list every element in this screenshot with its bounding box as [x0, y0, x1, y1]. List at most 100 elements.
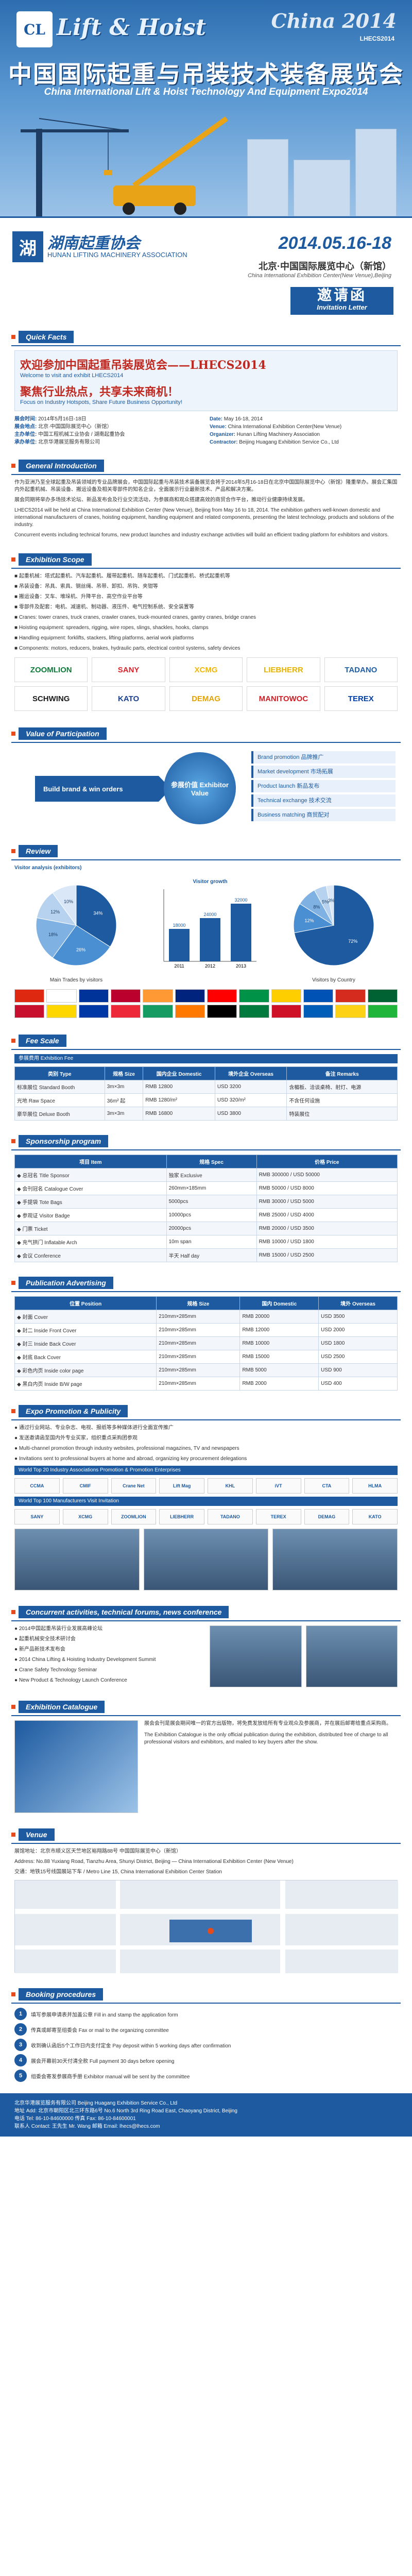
section-header: Review: [11, 843, 401, 860]
table-cell: ◆ 黑白内页 Inside B/W page: [14, 1377, 157, 1391]
exhibitor-logo: TADANO: [324, 657, 398, 682]
table-cell: RMB 5000: [239, 1363, 319, 1377]
step-text: 组委会寄发参展商手册 Exhibitor manual will be sent…: [31, 2074, 190, 2080]
table-cell: USD 3800: [214, 1107, 287, 1121]
promotion-section: Expo Promotion & Publicity ● 通过行业网站、专业杂志…: [0, 1394, 412, 1595]
table-cell: 豪华展位 Deluxe Booth: [14, 1107, 105, 1121]
pie-data-label: 12%: [50, 909, 60, 914]
venue-map: [14, 1880, 398, 1973]
exhibitor-logo: SANY: [92, 657, 165, 682]
facts-columns: 展会时间: 2014年5月16日-18日 展会地点: 北京·中国国际展览中心（新…: [14, 415, 398, 446]
table-cell: USD 2000: [318, 1323, 398, 1337]
manufacturer-logo: LIEBHERR: [159, 1509, 204, 1524]
manufacturer-logo: TEREX: [255, 1509, 301, 1524]
intro-paragraph: 作为亚洲乃至全球起重及吊装领域的专业品牌展会，中国国际起重与吊装技术装备展览会将…: [14, 480, 398, 493]
event-photo: [272, 1529, 398, 1590]
promotion-item: ● Invitations sent to professional buyer…: [14, 1456, 247, 1462]
country-flag: [271, 1005, 301, 1018]
invitation-header: 湖 湖南起重协会 HUNAN LIFTING MACHINERY ASSOCIA…: [0, 216, 412, 319]
media-logos: CCMA CMIF Crane Net Lift Mag KHL iVT CTA HLMA: [14, 1478, 398, 1494]
pie-data-label: 18%: [48, 932, 58, 937]
pie-data-label: 3%: [328, 898, 335, 903]
forum-item: ● New Product & Technology Launch Confer…: [14, 1677, 127, 1683]
manufacturer-logos: SANY XCMG ZOOMLION LIEBHERR TADANO TEREX DEMAG…: [14, 1509, 398, 1524]
exhibitor-logo: TEREX: [324, 686, 398, 711]
association-name-cn: 湖南起重协会: [47, 234, 140, 252]
table-cell: 3m×3m: [104, 1080, 144, 1094]
value-arrow: Build brand & win orders: [35, 776, 171, 802]
exhibitor-logo: XCMG: [169, 657, 243, 682]
table-row: 光地 Raw Space 36m² 起 RMB 1280/m² USD 320/m² 不…: [14, 1093, 398, 1107]
chart-title: Visitor growth: [193, 879, 227, 885]
table-cell: RMB 20000 / USD 3500: [256, 1222, 398, 1235]
chart-caption: Visitors by Country: [312, 977, 355, 983]
bullet-icon: [11, 1139, 15, 1143]
table-header-row: 位置 Position 规格 Size 国内 Domestic 境外 Overseas: [14, 1296, 398, 1310]
country-flag: [14, 989, 45, 1003]
exhibitor-logo: DEMAG: [169, 686, 243, 711]
table-row: ◆ 总冠名 Title Sponsor 独家 Exclusive RMB 30000…: [14, 1168, 398, 1182]
bar: [200, 918, 220, 961]
venue-en: China International Exhibition Center(Ne…: [247, 273, 391, 279]
bullet-icon: [11, 464, 15, 468]
media-logo: CTA: [304, 1478, 350, 1494]
table-cell: 标准展位 Standard Booth: [14, 1080, 105, 1094]
bar-data-label: 32000: [234, 897, 247, 903]
table-cell: 含楣板、洽谈桌椅、射灯、电源: [286, 1080, 398, 1094]
manufacturer-logo: XCMG: [62, 1509, 108, 1524]
value-section: Value of Participation Build brand & win…: [0, 716, 412, 834]
country-flags: [14, 989, 398, 1018]
intro-paragraph: LHECS2014 will be held at China Internat…: [14, 507, 394, 528]
bullet-icon: [11, 557, 15, 562]
footer-company: 北京华港展览服务有限公司 Beijing Huagang Exhibition …: [14, 2100, 178, 2106]
value-item: Technical exchange 技术交流: [251, 794, 396, 807]
building-illustration: [294, 160, 350, 216]
catalogue-paragraph: The Exhibition Catalogue is the only off…: [144, 1732, 388, 1745]
table-cell: RMB 15000 / USD 2500: [256, 1248, 398, 1262]
contact-footer: 北京华港展览服务有限公司 Beijing Huagang Exhibition …: [0, 2093, 412, 2137]
table-header: 境外企业 Overseas: [214, 1066, 287, 1080]
table-cell: 5000pcs: [166, 1195, 257, 1209]
pie-chart-trades: 34% 26% 18% 12% 10%: [36, 885, 117, 966]
table-cell: USD 3200: [214, 1080, 287, 1094]
section-title: Booking procedures: [19, 1988, 104, 2001]
manufacturer-logo: ZOOMLION: [111, 1509, 157, 1524]
country-flag: [239, 989, 269, 1003]
value-center: 参展价值 Exhibitor Value: [164, 752, 236, 824]
table-cell: RMB 20000: [239, 1310, 319, 1324]
table-row: ◆ 会刊冠名 Catalogue Cover 260mm×185mm RMB 500…: [14, 1181, 398, 1195]
table-cell: 3m×3m: [104, 1107, 144, 1121]
exhibitor-logo: MANITOWOC: [247, 686, 320, 711]
page-title-cn: 中国国际起重与吊装技术装备展览会: [8, 61, 404, 88]
table-cell: ◆ 彩色内页 Inside color page: [14, 1363, 157, 1377]
table-cell: RMB 25000 / USD 4000: [256, 1208, 398, 1222]
country-flag: [175, 989, 205, 1003]
table-cell: ◆ 手提袋 Tote Bags: [14, 1195, 167, 1209]
table-header: 国内 Domestic: [239, 1296, 319, 1310]
country-flag: [110, 989, 141, 1003]
media-logo: iVT: [255, 1478, 301, 1494]
expo-code: LHECS2014: [359, 35, 394, 42]
section-title: Publication Advertising: [19, 1277, 113, 1289]
bullet-icon: [11, 1992, 15, 1996]
fact-row: Venue: China International Exhibition Ce…: [210, 424, 342, 430]
country-flag: [335, 1005, 366, 1018]
table-cell: USD 2500: [318, 1350, 398, 1364]
table-cell: 210mm×285mm: [156, 1336, 241, 1350]
association-logo: 湖: [12, 231, 43, 262]
table-cell: 210mm×285mm: [156, 1310, 241, 1324]
section-header: Sponsorship program: [11, 1133, 401, 1150]
table-cell: ◆ 会议 Conference: [14, 1248, 167, 1262]
table-row: ◆ 封三 Inside Back Cover 210mm×285mm RMB 100…: [14, 1336, 398, 1350]
sponsor-table: 项目 Item 规格 Spec 价格 Price ◆ 总冠名 Title Sponso…: [14, 1155, 398, 1262]
table-cell: 10000pcs: [166, 1208, 257, 1222]
makers-bar: World Top 100 Manufacturers Visit Invita…: [14, 1497, 398, 1506]
promotion-item: ● 通过行业网站、专业杂志、电视、报纸等多种媒体进行全面宣传推广: [14, 1425, 174, 1431]
forum-item: ● 2014 China Lifting & Hoisting Industry…: [14, 1657, 156, 1663]
section-header: Publication Advertising: [11, 1275, 401, 1292]
x-tick-label: 2013: [236, 963, 246, 969]
building-illustration: [247, 139, 288, 216]
country-flag: [14, 1005, 45, 1018]
table-cell: ◆ 封底 Back Cover: [14, 1350, 157, 1364]
table-row: ◆ 彩色内页 Inside color page 210mm×285mm RMB 5…: [14, 1363, 398, 1377]
